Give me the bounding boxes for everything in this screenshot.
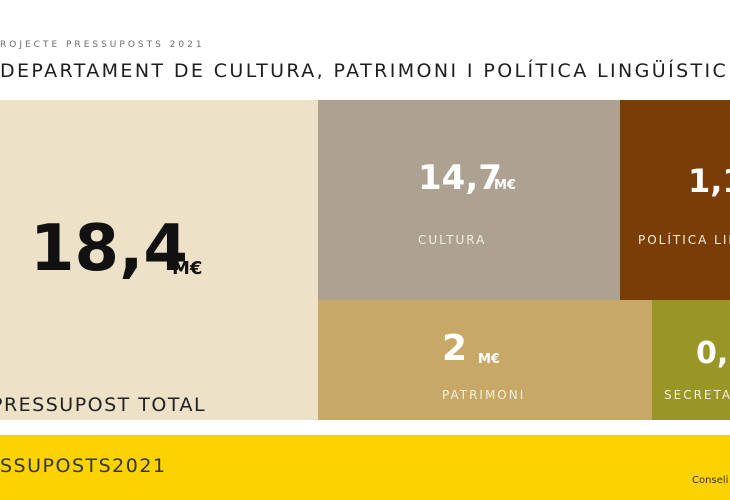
- tile-cultura: 14,7 M€ CULTURA: [318, 100, 620, 300]
- tile-label: SECRETAR: [664, 388, 730, 402]
- tile-value: 18,4: [30, 212, 188, 286]
- tile-total: 18,4 M€ PRESSUPOST TOTAL: [0, 100, 318, 420]
- tile-label: PATRIMONI: [442, 388, 526, 402]
- tile-label: CULTURA: [418, 233, 487, 247]
- tile-label: POLÍTICA LING: [638, 233, 730, 247]
- tile-unit: M€: [172, 258, 203, 279]
- tile-unit: M€: [494, 178, 516, 193]
- tile-label: PRESSUPOST TOTAL: [0, 394, 207, 416]
- tile-politica: 1,1 POLÍTICA LING: [620, 100, 730, 300]
- tile-unit: M€: [478, 352, 500, 367]
- hashtag: SSUPOSTS2021: [0, 455, 167, 477]
- title: DEPARTAMENT DE CULTURA, PATRIMONI I POLÍ…: [0, 60, 729, 82]
- tile-value: 14,7: [418, 158, 502, 198]
- tile-value: 0,: [696, 336, 729, 371]
- kicker: ROJECTE PRESSUPOSTS 2021: [0, 40, 205, 50]
- tile-secretaria: 0, SECRETAR: [652, 300, 730, 420]
- credit: Conseli: [692, 475, 729, 486]
- tile-value: 2: [442, 328, 468, 369]
- tile-value: 1,1: [688, 162, 730, 200]
- tile-patrimoni: 2 M€ PATRIMONI: [318, 300, 652, 420]
- footer: SSUPOSTS2021 Conseli: [0, 435, 730, 500]
